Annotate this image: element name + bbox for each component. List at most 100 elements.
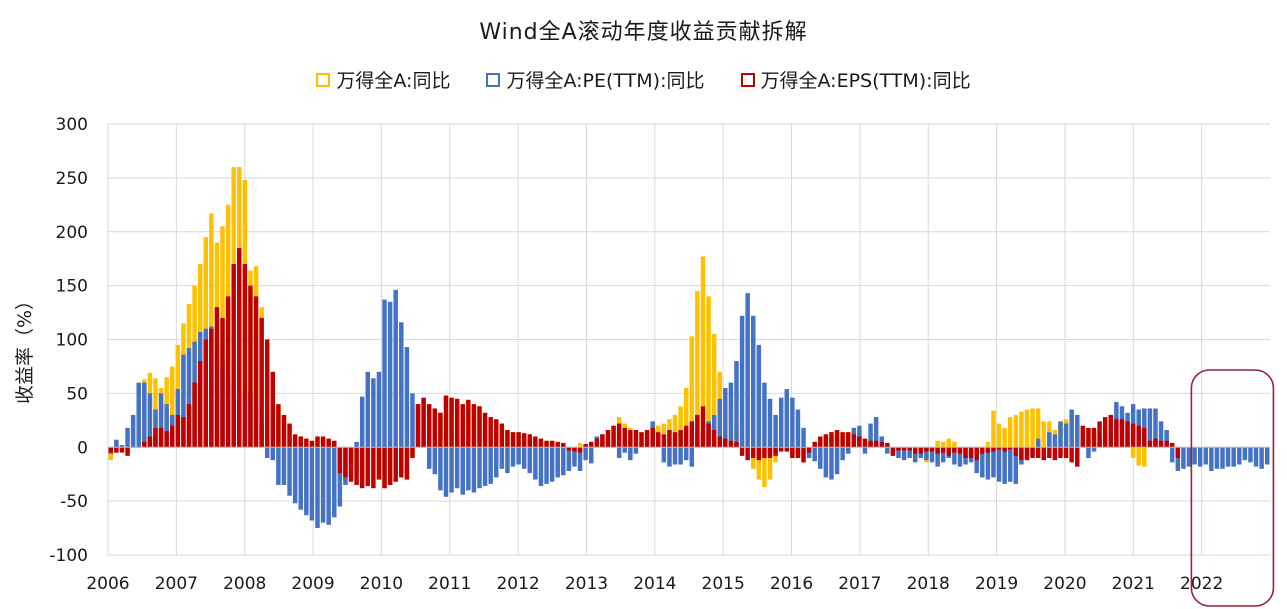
bar-eps (443, 395, 449, 448)
bar-pe (494, 447, 499, 478)
bar-eps (287, 423, 292, 448)
bar-eps (471, 404, 477, 448)
bar-eps (885, 442, 890, 448)
bar-eps (840, 432, 845, 448)
bar-eps (974, 447, 979, 461)
x-tick-label: 2016 (770, 574, 813, 594)
bar-pe (622, 447, 627, 453)
legend-swatch-eps (740, 72, 755, 87)
bar-eps (108, 447, 114, 453)
bar-eps (454, 398, 460, 448)
bar-eps (488, 417, 493, 448)
bar-eps (700, 406, 706, 448)
bar-eps (264, 339, 270, 448)
bar-total (1041, 421, 1046, 448)
bar-pe (1231, 447, 1236, 467)
bar-total (1142, 447, 1147, 467)
bar-eps (890, 447, 896, 456)
bar-pe (460, 447, 465, 495)
bar-pe (907, 447, 912, 459)
bar-eps (192, 382, 197, 448)
bar-eps (845, 432, 851, 448)
bar-pe (790, 397, 795, 448)
bar-pe (1253, 447, 1259, 467)
bar-eps (270, 371, 276, 448)
y-tick-label: 200 (56, 223, 88, 243)
legend-swatch-total (316, 72, 331, 87)
bar-pe (1220, 447, 1225, 469)
legend-item-total[interactable]: 万得全A:同比 (316, 66, 450, 93)
bar-pe (1153, 408, 1158, 448)
bar-pe (589, 447, 594, 464)
bar-eps (1086, 427, 1091, 448)
bar-eps (952, 447, 957, 453)
bar-pe (996, 447, 1002, 482)
y-tick-label: 100 (56, 331, 88, 351)
bar-eps (1019, 447, 1024, 461)
x-tick-label: 2018 (907, 574, 950, 594)
bar-eps (153, 427, 158, 448)
bar-eps (276, 404, 281, 448)
bar-eps (1013, 447, 1019, 456)
bar-total (940, 441, 946, 448)
bar-eps (175, 414, 181, 448)
bar-pe (1214, 447, 1220, 469)
bar-total (170, 366, 175, 448)
bar-eps (611, 425, 616, 448)
bar-eps (147, 436, 153, 448)
bar-eps (706, 423, 711, 448)
bar-total (683, 387, 689, 448)
bar-eps (935, 447, 940, 454)
bar-pe (751, 315, 756, 448)
bar-eps (644, 430, 650, 448)
bar-eps (745, 447, 750, 461)
bar-pe (477, 447, 482, 489)
bar-pe (862, 447, 868, 454)
bar-eps (857, 436, 862, 448)
bar-eps (862, 438, 868, 448)
bar-eps (309, 440, 315, 448)
bar-eps (1102, 417, 1108, 448)
bar-pe (896, 447, 901, 459)
bar-pe (1237, 447, 1242, 465)
bar-pe (868, 423, 873, 448)
bar-eps (806, 447, 812, 453)
bar-eps (739, 447, 745, 456)
bar-eps (566, 447, 572, 451)
bar-pe (1225, 447, 1231, 467)
bar-pe (499, 447, 505, 469)
bar-pe (924, 447, 929, 461)
legend-item-pe[interactable]: 万得全A:PE(TTM):同比 (486, 66, 705, 93)
bar-pe (147, 393, 153, 448)
bar-total (695, 291, 700, 448)
bar-eps (555, 441, 560, 448)
bar-pe (566, 447, 572, 471)
bar-pe (1248, 447, 1253, 463)
y-tick-label: 150 (56, 277, 88, 297)
bar-pe (516, 447, 521, 465)
x-tick-label: 2017 (838, 574, 881, 594)
bar-eps (834, 430, 840, 448)
bar-eps (371, 447, 376, 489)
bar-eps (181, 417, 186, 448)
bar-total (700, 256, 706, 448)
bar-pe (561, 447, 566, 476)
bar-pe (376, 371, 382, 448)
bar-eps (231, 264, 236, 448)
y-tick-label: 300 (56, 115, 88, 135)
x-tick-label: 2011 (428, 574, 471, 594)
bar-eps (281, 414, 287, 448)
bar-eps (734, 441, 739, 448)
bar-pe (438, 447, 443, 491)
bar-eps (751, 447, 756, 459)
legend-item-eps[interactable]: 万得全A:EPS(TTM):同比 (740, 66, 971, 93)
bar-pe (885, 447, 890, 454)
bar-eps (968, 447, 974, 459)
bar-eps (913, 447, 918, 454)
highlight-box (1190, 369, 1275, 607)
bar-pe (544, 447, 549, 484)
bar-eps (1164, 440, 1169, 448)
bar-pe (1075, 414, 1080, 448)
bar-pe (337, 447, 343, 507)
